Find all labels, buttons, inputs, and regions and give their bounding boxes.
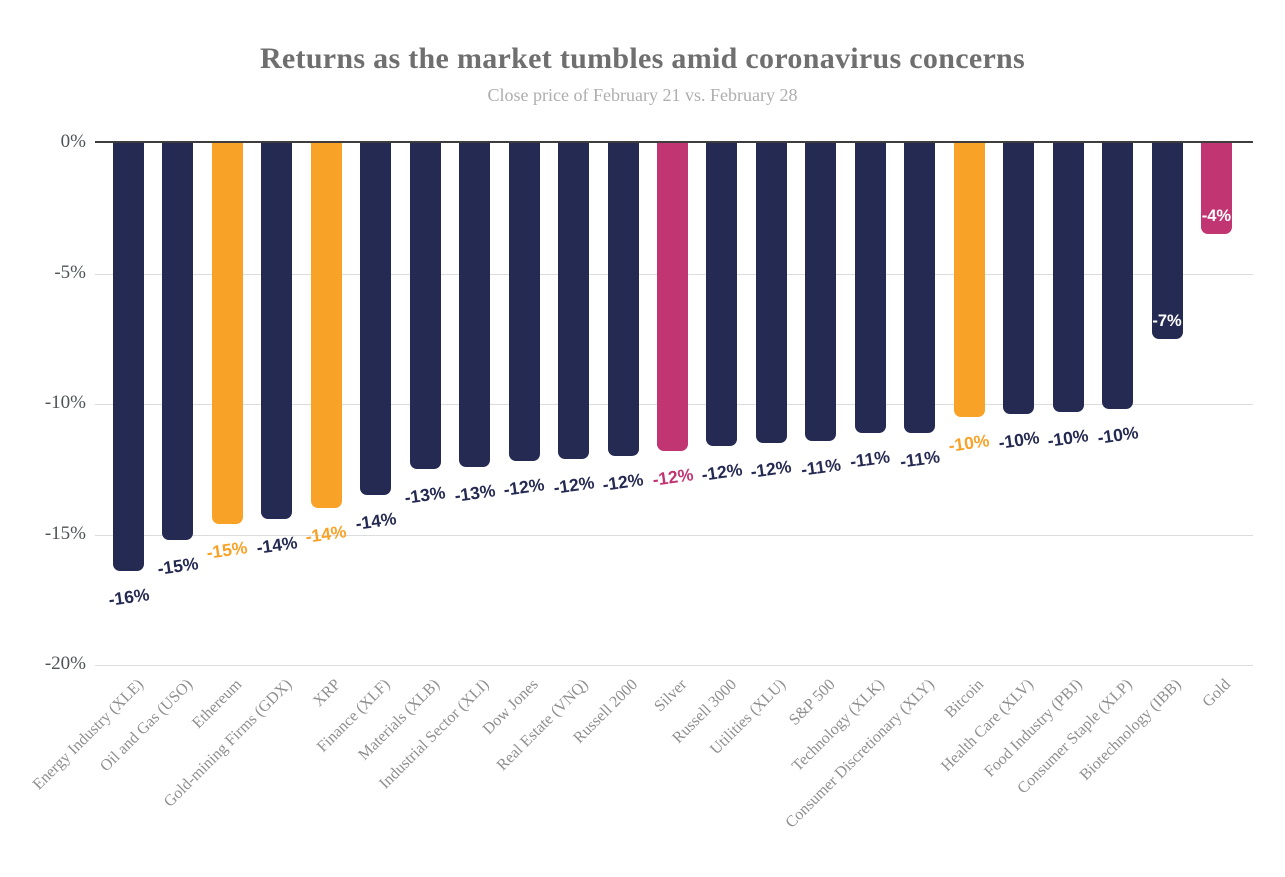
bar (162, 143, 194, 540)
bar (1102, 143, 1133, 410)
bar-value-label: -12% (502, 474, 546, 501)
bar (310, 143, 342, 509)
bar (657, 143, 688, 451)
bar-value-label: -13% (403, 482, 447, 509)
bar-value-label: -7% (1152, 311, 1182, 330)
bar-value-label: -13% (452, 479, 497, 506)
bar-value-label: -16% (106, 584, 151, 610)
bar (854, 143, 886, 433)
bar (409, 143, 441, 470)
bar (113, 143, 144, 571)
bar (459, 143, 491, 467)
x-axis-label: Technology (XLK) (789, 676, 889, 775)
chart-subtitle: Close price of February 21 vs. February … (487, 85, 798, 105)
bar (755, 143, 787, 444)
bar (261, 143, 293, 519)
bar-value-label: -10% (947, 430, 991, 456)
bar-value-label: -10% (996, 427, 1041, 454)
x-axis-label: Bitcoin (941, 676, 988, 722)
bar-value-label: -14% (304, 521, 348, 548)
y-axis-label: -5% (54, 261, 86, 283)
bar-value-label: -12% (749, 456, 793, 482)
bar-value-label: -11% (799, 453, 842, 480)
bar (953, 143, 985, 418)
x-axis-label: Silver (651, 676, 691, 716)
bar (211, 143, 243, 525)
bar-value-label: -10% (1095, 422, 1140, 448)
x-axis-label: Oil and Gas (USO) (96, 676, 197, 776)
bar (1003, 143, 1035, 415)
y-axis-label: 0% (60, 131, 86, 152)
bar: -4% (1200, 143, 1232, 235)
bar (360, 143, 392, 496)
bar (1052, 143, 1084, 412)
bar-value-label: -14% (354, 508, 398, 535)
bar: -7% (1151, 143, 1183, 339)
bar-value-label: -11% (849, 446, 892, 472)
gridline (95, 665, 1253, 666)
bar (558, 143, 589, 459)
x-axis-label: Real Estate (VNQ) (493, 676, 592, 775)
bar (904, 143, 936, 433)
bar (508, 143, 540, 462)
bar-value-label: -4% (1201, 207, 1232, 226)
bar-value-label: -15% (156, 552, 200, 579)
gridline (95, 534, 1253, 536)
y-axis-label: -20% (44, 653, 86, 674)
bar-value-label: -11% (898, 446, 941, 472)
bar-value-label: -12% (650, 464, 695, 490)
bar-value-label: -12% (551, 472, 596, 498)
bar-value-label: -10% (1046, 425, 1090, 451)
y-axis-label: -15% (44, 522, 86, 544)
chart-title: Returns as the market tumbles amid coron… (259, 42, 1026, 75)
bar-value-label: -14% (255, 532, 299, 558)
bar-value-label: -15% (205, 537, 249, 563)
zero-axis-line (95, 141, 1253, 143)
y-axis-label: -10% (44, 392, 86, 413)
bar (706, 143, 738, 446)
x-axis-label: XRP (310, 676, 345, 711)
bar-value-label: -12% (700, 459, 744, 485)
bar (607, 143, 639, 457)
bar-value-label: -12% (601, 469, 645, 495)
x-axis-label: Gold (1199, 676, 1235, 711)
bar (805, 143, 837, 441)
